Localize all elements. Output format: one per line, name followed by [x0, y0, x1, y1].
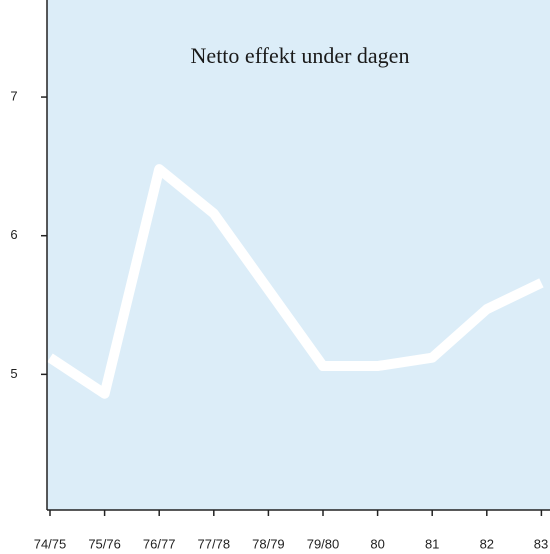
- y-tick-label: 6: [10, 227, 17, 242]
- x-tick-label: 74/75: [34, 536, 67, 551]
- chart-title: Netto effekt under dagen: [191, 43, 410, 68]
- x-tick-label: 83: [534, 536, 548, 551]
- x-tick-label: 76/77: [143, 536, 176, 551]
- x-tick-label: 80: [370, 536, 384, 551]
- x-tick-label: 79/80: [307, 536, 340, 551]
- x-tick-label: 81: [425, 536, 439, 551]
- y-tick-label: 7: [10, 88, 17, 103]
- x-tick-label: 77/78: [198, 536, 231, 551]
- data-line: [47, 164, 544, 399]
- x-tick-label: 75/76: [88, 536, 121, 551]
- plot-background: [47, 0, 550, 510]
- x-tick-label: 78/79: [252, 536, 285, 551]
- y-tick-label: 5: [10, 366, 17, 381]
- x-tick-label: 82: [480, 536, 494, 551]
